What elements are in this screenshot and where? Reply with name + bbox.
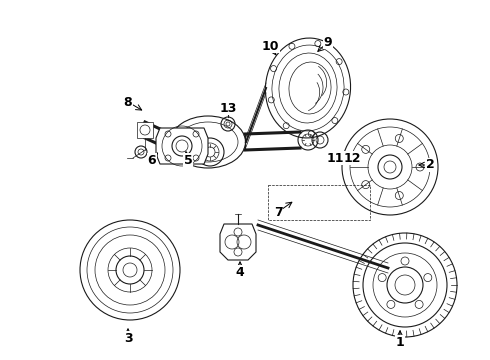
Text: 12: 12 [343,152,361,165]
Text: 10: 10 [261,40,279,53]
Text: 3: 3 [123,332,132,345]
Polygon shape [137,122,153,138]
Text: 13: 13 [220,102,237,114]
Text: 7: 7 [273,206,282,219]
Text: 1: 1 [395,336,404,348]
Text: 6: 6 [147,153,156,166]
Text: 5: 5 [184,153,193,166]
Text: 2: 2 [426,158,434,171]
Polygon shape [156,128,208,164]
Text: 4: 4 [236,266,245,279]
Text: 9: 9 [324,36,332,49]
Ellipse shape [289,62,331,114]
Text: 11: 11 [326,152,344,165]
Text: 8: 8 [123,95,132,108]
Polygon shape [220,224,256,260]
